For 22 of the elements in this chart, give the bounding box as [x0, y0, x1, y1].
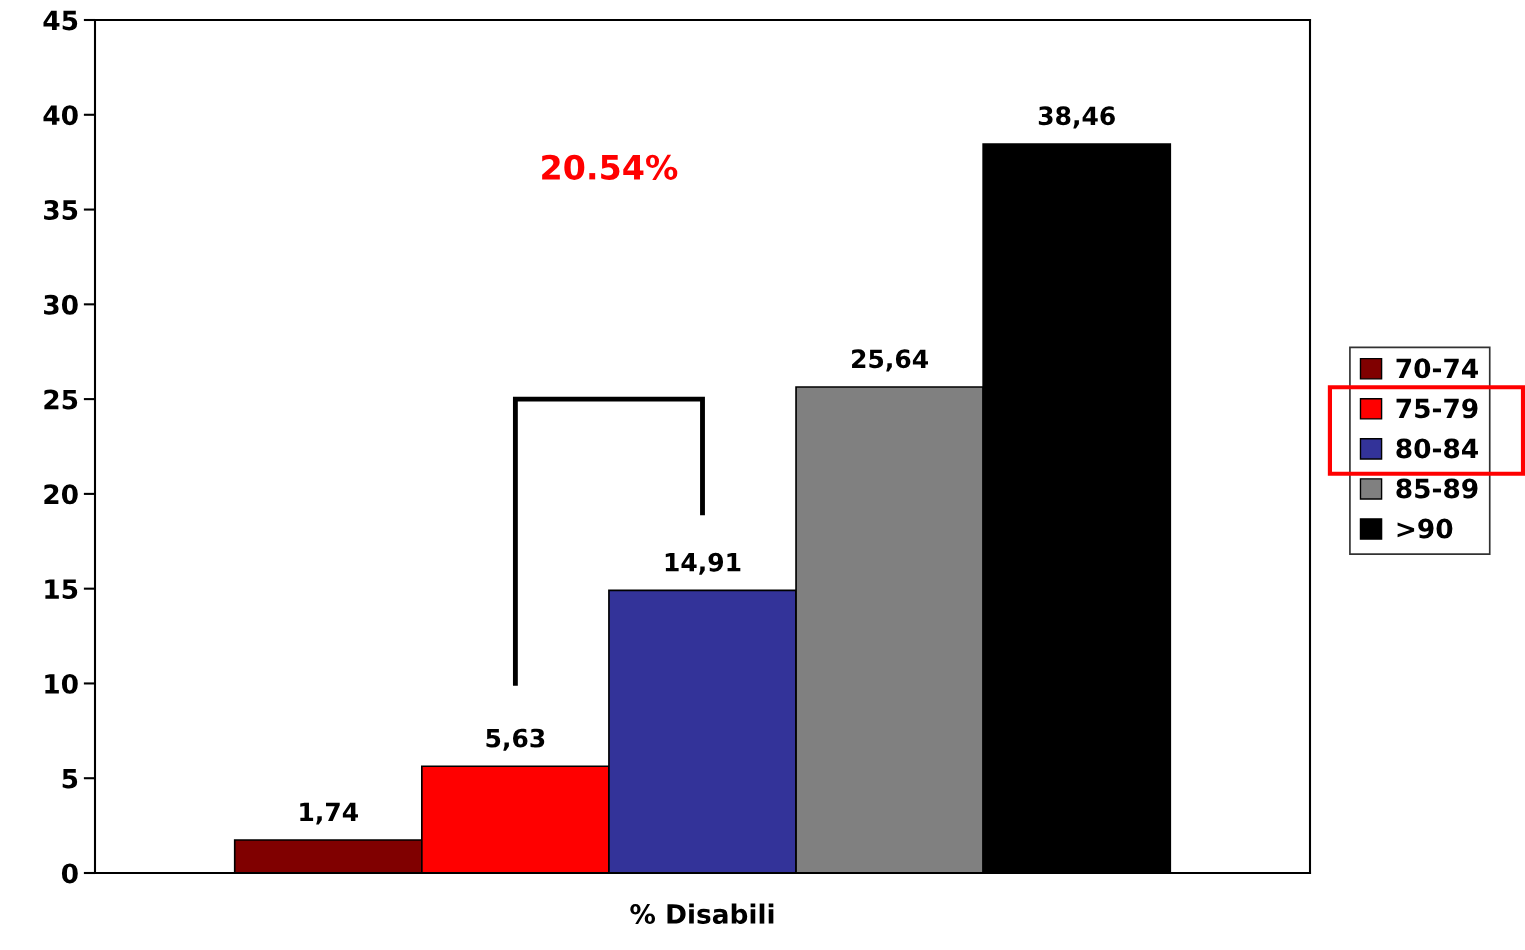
y-tick-label: 10 [45, 673, 78, 694]
legend-label: 75-79 [1396, 398, 1478, 419]
data-label: 14,91 [665, 552, 741, 575]
y-tick-label: 45 [43, 10, 78, 31]
data-label: 1,74 [300, 802, 358, 825]
legend-label: 85-89 [1396, 478, 1478, 499]
data-label: 38,46 [1038, 106, 1115, 129]
y-tick-label: 15 [45, 579, 78, 600]
y-tick-label: 35 [44, 200, 78, 220]
y-tick-label: 30 [44, 294, 78, 315]
legend-label: 80-84 [1396, 438, 1478, 459]
legend-label: 70-74 [1396, 358, 1478, 379]
y-tick-label: 5 [62, 769, 78, 789]
legend-label: >90 [1397, 518, 1453, 539]
data-label: 5,63 [486, 728, 545, 751]
y-tick-label: 0 [61, 863, 78, 884]
x-tick-label: % Disabili [630, 903, 774, 924]
y-tick-label: 20 [44, 484, 78, 505]
y-tick-label: 40 [43, 105, 78, 126]
y-tick-label: 25 [44, 389, 78, 410]
data-label: 25,64 [852, 349, 928, 372]
annotation: 20.54% [542, 154, 678, 180]
